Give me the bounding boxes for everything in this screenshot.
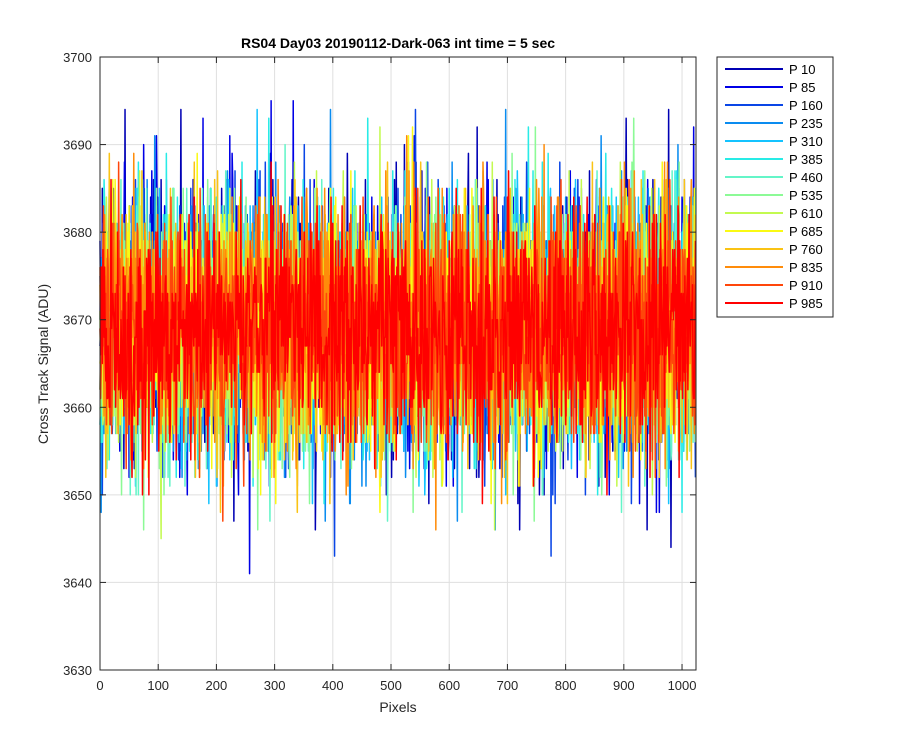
legend-entry-label: P 535 xyxy=(789,188,823,203)
x-tick-label: 100 xyxy=(147,678,169,693)
x-tick-label: 1000 xyxy=(668,678,697,693)
legend-entry-label: P 985 xyxy=(789,296,823,311)
legend-entry-label: P 610 xyxy=(789,206,823,221)
x-tick-label: 700 xyxy=(497,678,519,693)
x-tick-label: 0 xyxy=(96,678,103,693)
x-tick-label: 900 xyxy=(613,678,635,693)
legend-entry-label: P 85 xyxy=(789,80,816,95)
x-axis-label: Pixels xyxy=(379,699,416,715)
x-axis-ticks: 0 100 200 300 400 500 600 700 800 900 1000 xyxy=(96,57,696,693)
legend-entry-label: P 460 xyxy=(789,170,823,185)
legend-entry-label: P 685 xyxy=(789,224,823,239)
legend-entry-label: P 310 xyxy=(789,134,823,149)
legend-entry-label: P 760 xyxy=(789,242,823,257)
series-line-p985 xyxy=(99,161,697,505)
x-tick-label: 800 xyxy=(555,678,577,693)
y-tick-label: 3700 xyxy=(63,50,92,65)
x-tick-label: 400 xyxy=(322,678,344,693)
y-tick-label: 3660 xyxy=(63,400,92,415)
y-tick-label: 3670 xyxy=(63,313,92,328)
y-axis-label: Cross Track Signal (ADU) xyxy=(35,284,51,444)
y-tick-label: 3680 xyxy=(63,225,92,240)
legend: P 10 P 85 P 160 P 235 P 310 P 385 P 460 P 535 P … xyxy=(716,56,834,318)
x-tick-label: 600 xyxy=(438,678,460,693)
x-tick-label: 500 xyxy=(380,678,402,693)
y-tick-label: 3630 xyxy=(63,663,92,678)
x-tick-label: 300 xyxy=(264,678,286,693)
legend-entry-label: P 835 xyxy=(789,260,823,275)
y-axis-ticks: 3630 3640 3650 3660 3670 3680 3690 3700 xyxy=(63,50,696,678)
plot-area xyxy=(99,100,697,575)
legend-box xyxy=(716,56,834,318)
legend-entry-label: P 910 xyxy=(789,278,823,293)
legend-entry-label: P 385 xyxy=(789,152,823,167)
legend-entry-label: P 160 xyxy=(789,98,823,113)
y-tick-label: 3640 xyxy=(63,575,92,590)
x-tick-label: 200 xyxy=(206,678,228,693)
y-tick-label: 3690 xyxy=(63,138,92,153)
legend-entry-label: P 235 xyxy=(789,116,823,131)
chart-title: RS04 Day03 20190112-Dark-063 int time = … xyxy=(241,35,555,51)
y-tick-label: 3650 xyxy=(63,488,92,503)
axes-box xyxy=(99,56,697,671)
legend-entry-label: P 10 xyxy=(789,62,816,77)
